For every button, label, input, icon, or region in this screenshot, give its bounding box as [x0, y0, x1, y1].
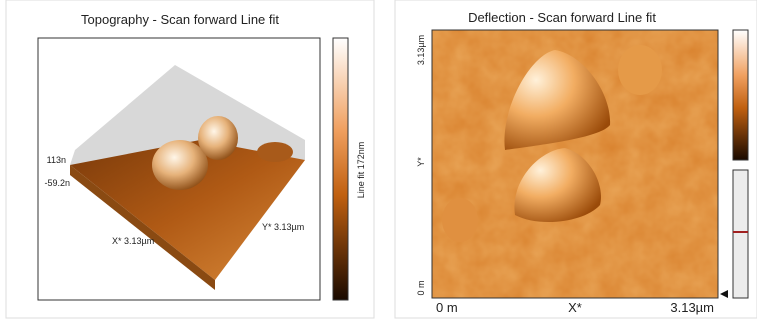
x-axis-label: X* 3.13µm	[112, 236, 154, 246]
z-min-label: -59.2n	[44, 178, 70, 188]
x-min-label: 0 m	[436, 300, 458, 315]
bump	[257, 142, 293, 162]
feature	[442, 198, 478, 242]
screenshot: Topography - Scan forward Line fit 113n …	[0, 0, 757, 322]
peak	[152, 140, 208, 190]
panel-title: Topography - Scan forward Line fit	[81, 12, 279, 27]
y-max-label: 3.13µm	[416, 35, 426, 65]
colorbar	[733, 30, 748, 160]
y-axis-label: Y*	[416, 157, 426, 167]
colorbar-label: Line fit 172nm	[356, 142, 366, 199]
x-axis-label: X*	[568, 300, 582, 315]
scrollbar[interactable]	[733, 170, 748, 298]
deflection-panel: Deflection - Scan forward Line fit 3.13µ…	[395, 0, 757, 318]
z-max-label: 113n	[47, 155, 66, 165]
colorbar	[333, 38, 348, 300]
panel-title: Deflection - Scan forward Line fit	[468, 10, 656, 25]
y-min-label: 0 m	[416, 280, 426, 295]
feature	[618, 45, 662, 95]
peak	[198, 116, 238, 160]
x-max-label: 3.13µm	[670, 300, 714, 315]
topography-panel: Topography - Scan forward Line fit 113n …	[6, 0, 374, 318]
y-axis-label: Y* 3.13µm	[262, 222, 304, 232]
